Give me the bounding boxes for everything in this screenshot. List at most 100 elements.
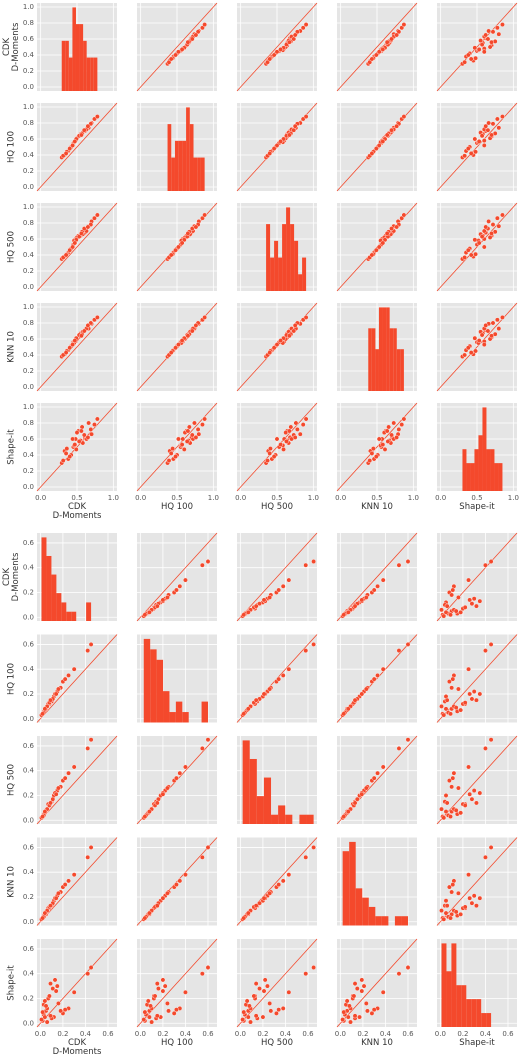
scatter-point [396,426,402,432]
scatter-point [278,338,284,343]
histogram-bar [79,24,84,91]
scatter-point [373,247,379,253]
scatter-point [71,989,77,995]
histogram-bar [486,1013,492,1027]
histogram-bar [494,463,499,491]
identity-line [236,532,318,622]
scatter-point [401,416,407,422]
scatter-point [471,893,477,899]
scatter-point [286,428,292,434]
y-axis-label: Shape-it [6,429,17,465]
scatter-point [490,320,496,326]
scatter-point [376,436,382,442]
scatter-point [469,696,475,702]
x-tick-label: 0.0 [435,1030,446,1038]
histogram-bar [61,40,66,91]
histogram-bar [446,971,452,1027]
scatter-point [449,592,455,598]
scatter-point [292,322,298,328]
scatter-point [405,965,411,970]
histogram-bar [481,1013,487,1027]
scatter-point [72,240,78,246]
histogram-bar [182,140,187,191]
y-tick-label: 0.2 [23,588,34,596]
scatter-point [354,986,360,991]
histogram-bar [256,796,264,824]
scatter-point [165,1001,170,1006]
scatter-point [67,146,73,152]
histogram-bar [189,124,194,191]
scatter-point [183,872,188,878]
x-axis-label: HQ 100 [160,502,194,512]
scatter-point [245,706,251,712]
scatter-point [48,903,53,909]
scatter-point [292,434,298,440]
scatter-point [456,890,461,896]
scatter-point [146,1014,152,1020]
scatter-point [396,648,402,654]
scatter-point [160,977,166,983]
scatter-point [286,872,292,878]
x-axis-label: HQ 500 [260,502,294,512]
x-axis-label: HQ 100 [160,1038,194,1048]
x-tick-label: 0.0 [235,494,246,502]
scatter-point [39,1017,44,1022]
x-tick-label: 0.2 [257,1030,268,1038]
scatter-point [174,1007,179,1013]
histogram-bar [174,140,179,191]
scatter-point [471,596,477,602]
scatter-point [376,142,382,148]
scatter-point [48,697,53,703]
scatter-point [177,583,183,589]
x-tick-label: 0.0 [35,1030,46,1038]
identity-line [36,735,118,825]
histogram-bar [378,307,383,391]
scatter-point [469,601,475,607]
y-tick-label: 0.2 [23,791,34,799]
scatter-point [481,342,487,347]
scatter-point [63,150,69,156]
histogram-bar [286,207,291,291]
y-axis-label: HQ 500 [6,230,17,264]
scatter-point [363,785,369,791]
y-tick-label: 0.4 [23,251,35,259]
scatter-point [476,240,482,246]
scatter-point [456,785,461,791]
scatter-point [401,22,407,27]
scatter-point [265,458,270,463]
scatter-point [352,603,358,609]
scatter-point [488,737,494,743]
scatter-point [85,224,91,230]
histogram-bar [56,593,62,621]
scatter-point [486,218,492,224]
scatter-point [174,775,179,781]
scatter-point [92,215,97,221]
x-tick-label: 0.0 [335,494,346,502]
scatter-point [85,322,91,328]
scatter-point [280,583,286,589]
scatter-point [494,215,500,221]
scatter-point [60,458,66,463]
scatter-point [85,123,91,129]
x-tick-label: 0.2 [457,1030,468,1038]
scatter-point [267,686,273,692]
scatter-point [291,328,297,334]
scatter-point [462,803,468,808]
scatter-point [63,450,69,456]
scatter-point [441,712,447,718]
scatter-point [340,1017,346,1022]
scatter-point [88,965,94,970]
scatter-point [462,700,468,706]
y-tick-label: 0.2 [23,367,34,375]
scatter-point [253,603,259,609]
y-tick-label: 0.0 [23,383,34,391]
x-tick-label: 0.4 [280,1030,292,1038]
identity-line [36,837,118,926]
scatter-point [62,1007,68,1013]
scatter-point [488,642,494,647]
scatter-point [199,562,205,568]
scatter-point [193,32,199,38]
scatter-point [462,59,468,65]
scatter-point [483,224,489,230]
scatter-point [473,348,478,354]
